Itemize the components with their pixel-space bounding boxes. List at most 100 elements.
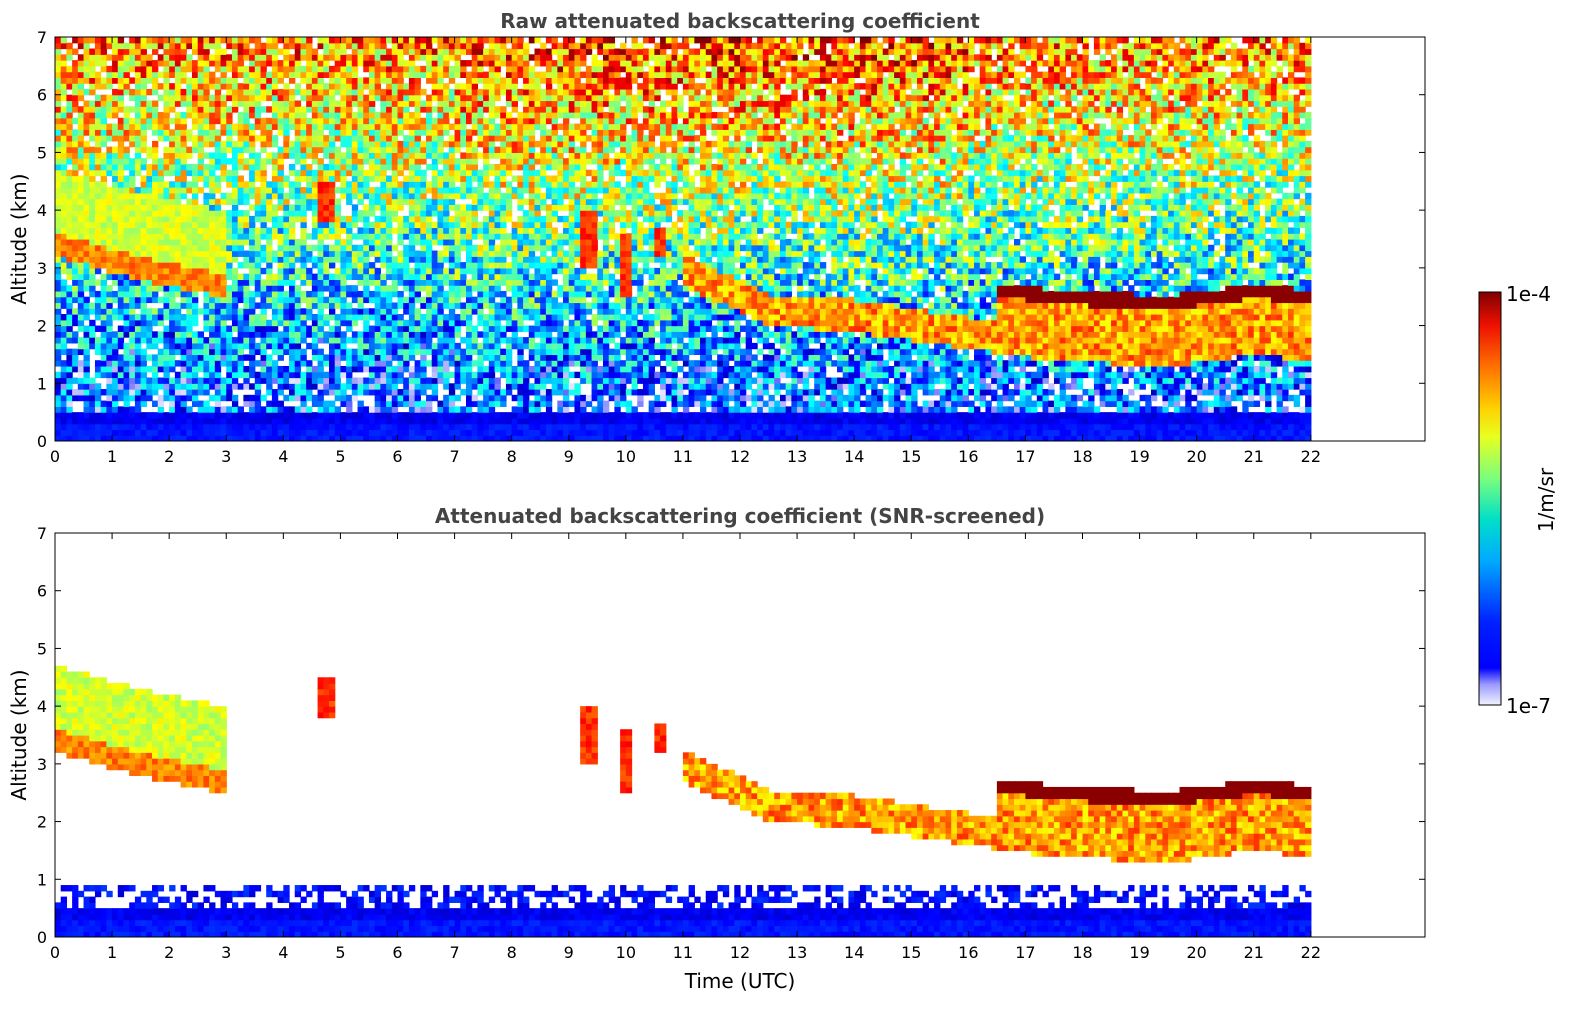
heatmap-cell xyxy=(374,377,381,384)
heatmap-cell xyxy=(500,175,507,182)
heatmap-cell xyxy=(77,140,85,148)
heatmap-cell xyxy=(112,169,119,177)
heatmap-cell xyxy=(294,83,302,90)
heatmap-cell xyxy=(117,146,125,154)
heatmap-cell xyxy=(112,187,119,194)
heatmap-cell xyxy=(134,354,142,361)
heatmap-cell xyxy=(134,348,142,356)
heatmap-cell xyxy=(271,429,279,436)
heatmap-cell xyxy=(488,221,496,229)
heatmap-cell xyxy=(254,285,262,292)
heatmap-cell xyxy=(134,71,142,78)
heatmap-cell xyxy=(55,192,62,200)
heatmap-cell xyxy=(266,227,273,234)
heatmap-cell xyxy=(420,348,427,356)
heatmap-cell xyxy=(346,250,353,257)
heatmap-cell xyxy=(471,146,479,154)
heatmap-cell xyxy=(374,221,381,229)
heatmap-cell xyxy=(243,371,250,379)
heatmap-cell xyxy=(386,302,393,309)
heatmap-cell xyxy=(454,365,461,373)
heatmap-cell xyxy=(157,412,165,419)
heatmap-cell xyxy=(106,406,113,413)
heatmap-cell xyxy=(226,394,233,402)
heatmap-cell xyxy=(351,383,359,390)
heatmap-cell xyxy=(386,429,393,436)
heatmap-cell xyxy=(363,244,370,252)
heatmap-cell xyxy=(283,256,290,263)
heatmap-cell xyxy=(289,152,296,159)
heatmap-cell xyxy=(306,389,313,396)
heatmap-cell xyxy=(289,412,296,419)
heatmap-cell xyxy=(174,331,182,338)
heatmap-cell xyxy=(483,302,490,309)
heatmap-cell xyxy=(408,204,416,211)
heatmap-cell xyxy=(55,354,62,361)
heatmap-cell xyxy=(140,60,147,67)
heatmap-cell xyxy=(214,48,222,55)
heatmap-cell xyxy=(448,152,456,159)
heatmap-cell xyxy=(60,377,68,384)
heatmap-cell xyxy=(192,429,199,436)
heatmap-cell xyxy=(231,354,239,361)
heatmap-cell xyxy=(83,256,90,263)
heatmap-cell xyxy=(443,406,450,413)
heatmap-cell xyxy=(311,77,319,84)
heatmap-cell xyxy=(66,290,73,298)
heatmap-cell xyxy=(220,429,227,436)
heatmap-cell xyxy=(511,377,518,384)
heatmap-cell xyxy=(146,163,153,171)
heatmap-cell xyxy=(294,365,302,373)
heatmap-cell xyxy=(363,181,370,188)
heatmap-cell xyxy=(334,163,342,171)
heatmap-cell xyxy=(60,250,68,257)
heatmap-cell xyxy=(180,267,187,275)
heatmap-cell xyxy=(169,256,176,263)
heatmap-cell xyxy=(220,100,227,107)
heatmap-cell xyxy=(163,314,170,321)
heatmap-cell xyxy=(426,267,433,275)
heatmap-cell xyxy=(100,360,107,367)
heatmap-cell xyxy=(300,239,307,246)
heatmap-cell xyxy=(77,285,85,292)
heatmap-cell xyxy=(140,233,147,240)
heatmap-cell xyxy=(386,325,393,332)
heatmap-cell xyxy=(72,94,79,102)
heatmap-cell xyxy=(134,429,142,436)
heatmap-cell xyxy=(426,262,433,269)
heatmap-cell xyxy=(283,210,290,217)
heatmap-cell xyxy=(157,37,165,44)
heatmap-cell xyxy=(391,319,399,327)
heatmap-cell xyxy=(169,325,176,332)
heatmap-cell xyxy=(209,233,216,240)
heatmap-cell xyxy=(311,65,319,73)
heatmap-cell xyxy=(83,181,90,188)
heatmap-cell xyxy=(363,308,370,315)
heatmap-cell xyxy=(329,337,336,344)
heatmap-cell xyxy=(106,383,113,390)
heatmap-cell xyxy=(123,239,130,246)
heatmap-cell xyxy=(466,400,473,407)
heatmap-cell xyxy=(380,129,387,136)
heatmap-cell xyxy=(146,394,153,402)
heatmap-cell xyxy=(357,152,364,159)
heatmap-cell xyxy=(209,163,216,171)
heatmap-cell xyxy=(448,302,456,309)
heatmap-cell xyxy=(163,204,170,211)
heatmap-cell xyxy=(420,412,427,419)
heatmap-cell xyxy=(483,296,490,304)
heatmap-cell xyxy=(408,308,416,315)
heatmap-cell xyxy=(94,325,102,332)
heatmap-cell xyxy=(351,117,359,125)
heatmap-cell xyxy=(431,412,439,419)
heatmap-cell xyxy=(431,296,439,304)
heatmap-cell xyxy=(500,279,507,286)
heatmap-cell xyxy=(374,146,381,154)
heatmap-cell xyxy=(460,239,467,246)
heatmap-cell xyxy=(311,365,319,373)
heatmap-cell xyxy=(209,140,216,148)
heatmap-cell xyxy=(471,296,479,304)
heatmap-cell xyxy=(300,394,307,402)
heatmap-cell xyxy=(391,117,399,125)
heatmap-cell xyxy=(163,100,170,107)
